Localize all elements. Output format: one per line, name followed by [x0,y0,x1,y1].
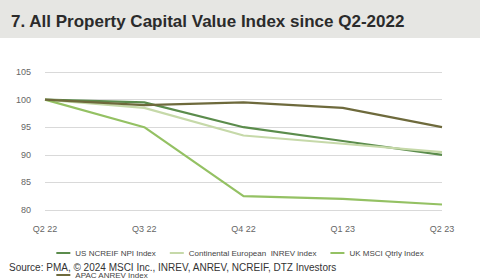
svg-text:Source: PMA, © 2024 MSCI Inc.,: Source: PMA, © 2024 MSCI Inc., INREV, AN… [9,262,336,273]
svg-text:7. All Property Capital Value: 7. All Property Capital Value Index sinc… [11,12,404,31]
svg-text:Q1 23: Q1 23 [330,224,355,234]
svg-text:Q2 22: Q2 22 [33,224,58,234]
svg-text:Q2 23: Q2 23 [430,224,455,234]
svg-text:90: 90 [21,150,31,160]
svg-text:85: 85 [21,177,31,187]
svg-text:95: 95 [21,122,31,132]
svg-text:UK MSCI Qtrly Index: UK MSCI Qtrly Index [349,249,423,258]
svg-text:80: 80 [21,205,31,215]
svg-text:Q3 22: Q3 22 [132,224,157,234]
svg-text:Q4 22: Q4 22 [231,224,256,234]
svg-text:100: 100 [16,95,31,105]
svg-text:US NCREIF NPI Index: US NCREIF NPI Index [75,249,155,258]
svg-text:105: 105 [16,67,31,77]
svg-text:Continental European INREV in: Continental European INREV index [189,249,317,258]
